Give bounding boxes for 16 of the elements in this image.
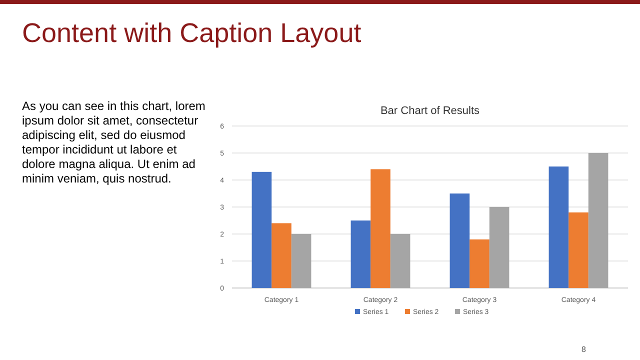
- bar: [252, 172, 272, 288]
- text: Content with Caption Layout: [22, 18, 362, 48]
- bar: [272, 223, 292, 288]
- bar: [470, 239, 490, 288]
- bar: [489, 207, 510, 288]
- bar: [568, 212, 588, 288]
- text: 8: [582, 345, 587, 354]
- bar: [450, 194, 470, 288]
- bar: [548, 166, 569, 288]
- chart-title: Bar Chart of Results: [380, 105, 480, 117]
- text: As you can see in this chart, lorem ipsum dolor sit amet, consectetur adipiscing elit, sed do eiusmod tempor incididunt ut labore et dolore magna aliqua. Ut enim ad minim veniam, quis nostrud.: [22, 99, 206, 186]
- bar: [350, 220, 371, 288]
- bar: [291, 234, 312, 288]
- bar: [390, 234, 410, 288]
- bar: [370, 169, 390, 288]
- bar: [588, 153, 608, 288]
